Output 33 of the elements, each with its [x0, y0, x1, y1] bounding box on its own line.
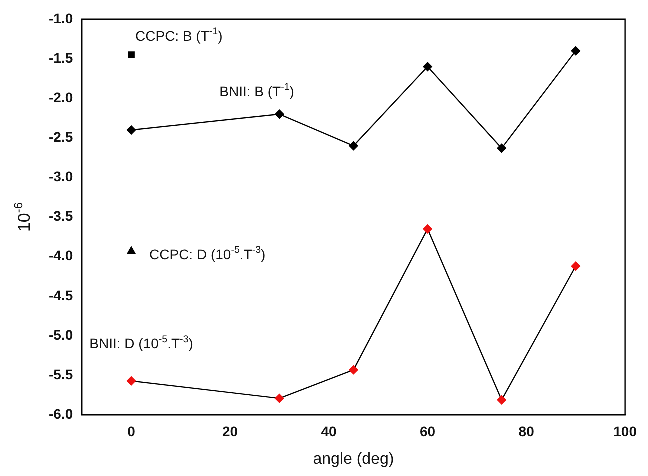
point: [497, 144, 506, 154]
y-axis-title: 10-6: [11, 202, 34, 232]
point: [275, 394, 284, 404]
x-tick-label: 60: [420, 423, 436, 440]
point: [497, 396, 506, 405]
y-tick-label: -6.0: [49, 406, 74, 422]
y-tick-label: -4.0: [49, 248, 74, 264]
y-tick-label: -5.5: [49, 366, 74, 382]
y-tick-label: -1.0: [49, 10, 74, 26]
x-tick-label: 0: [128, 423, 136, 440]
point: [126, 126, 136, 135]
y-tick-label: -3.5: [49, 208, 74, 224]
y-tick-label: -4.5: [49, 287, 74, 304]
y-tick-label: -2.5: [49, 129, 74, 145]
y-tick-label: -1.5: [49, 50, 74, 66]
point: [423, 62, 432, 72]
point: [275, 110, 284, 119]
point: [349, 365, 358, 375]
y-tick-label: -5.0: [49, 326, 74, 343]
point: [423, 224, 432, 234]
y-tick-label: -2.0: [49, 89, 74, 106]
x-tick-label: 80: [518, 423, 535, 440]
x-tick-label: 20: [222, 423, 238, 440]
point: [128, 52, 135, 58]
point: [571, 46, 581, 56]
point: [571, 262, 581, 271]
point: [349, 141, 358, 151]
x-axis-title: angle (deg): [313, 451, 394, 468]
point: [127, 246, 136, 254]
point: [126, 376, 136, 386]
x-tick-label: 40: [321, 423, 338, 440]
x-tick-label: 100: [614, 423, 638, 440]
y-tick-label: -3.0: [49, 168, 74, 185]
